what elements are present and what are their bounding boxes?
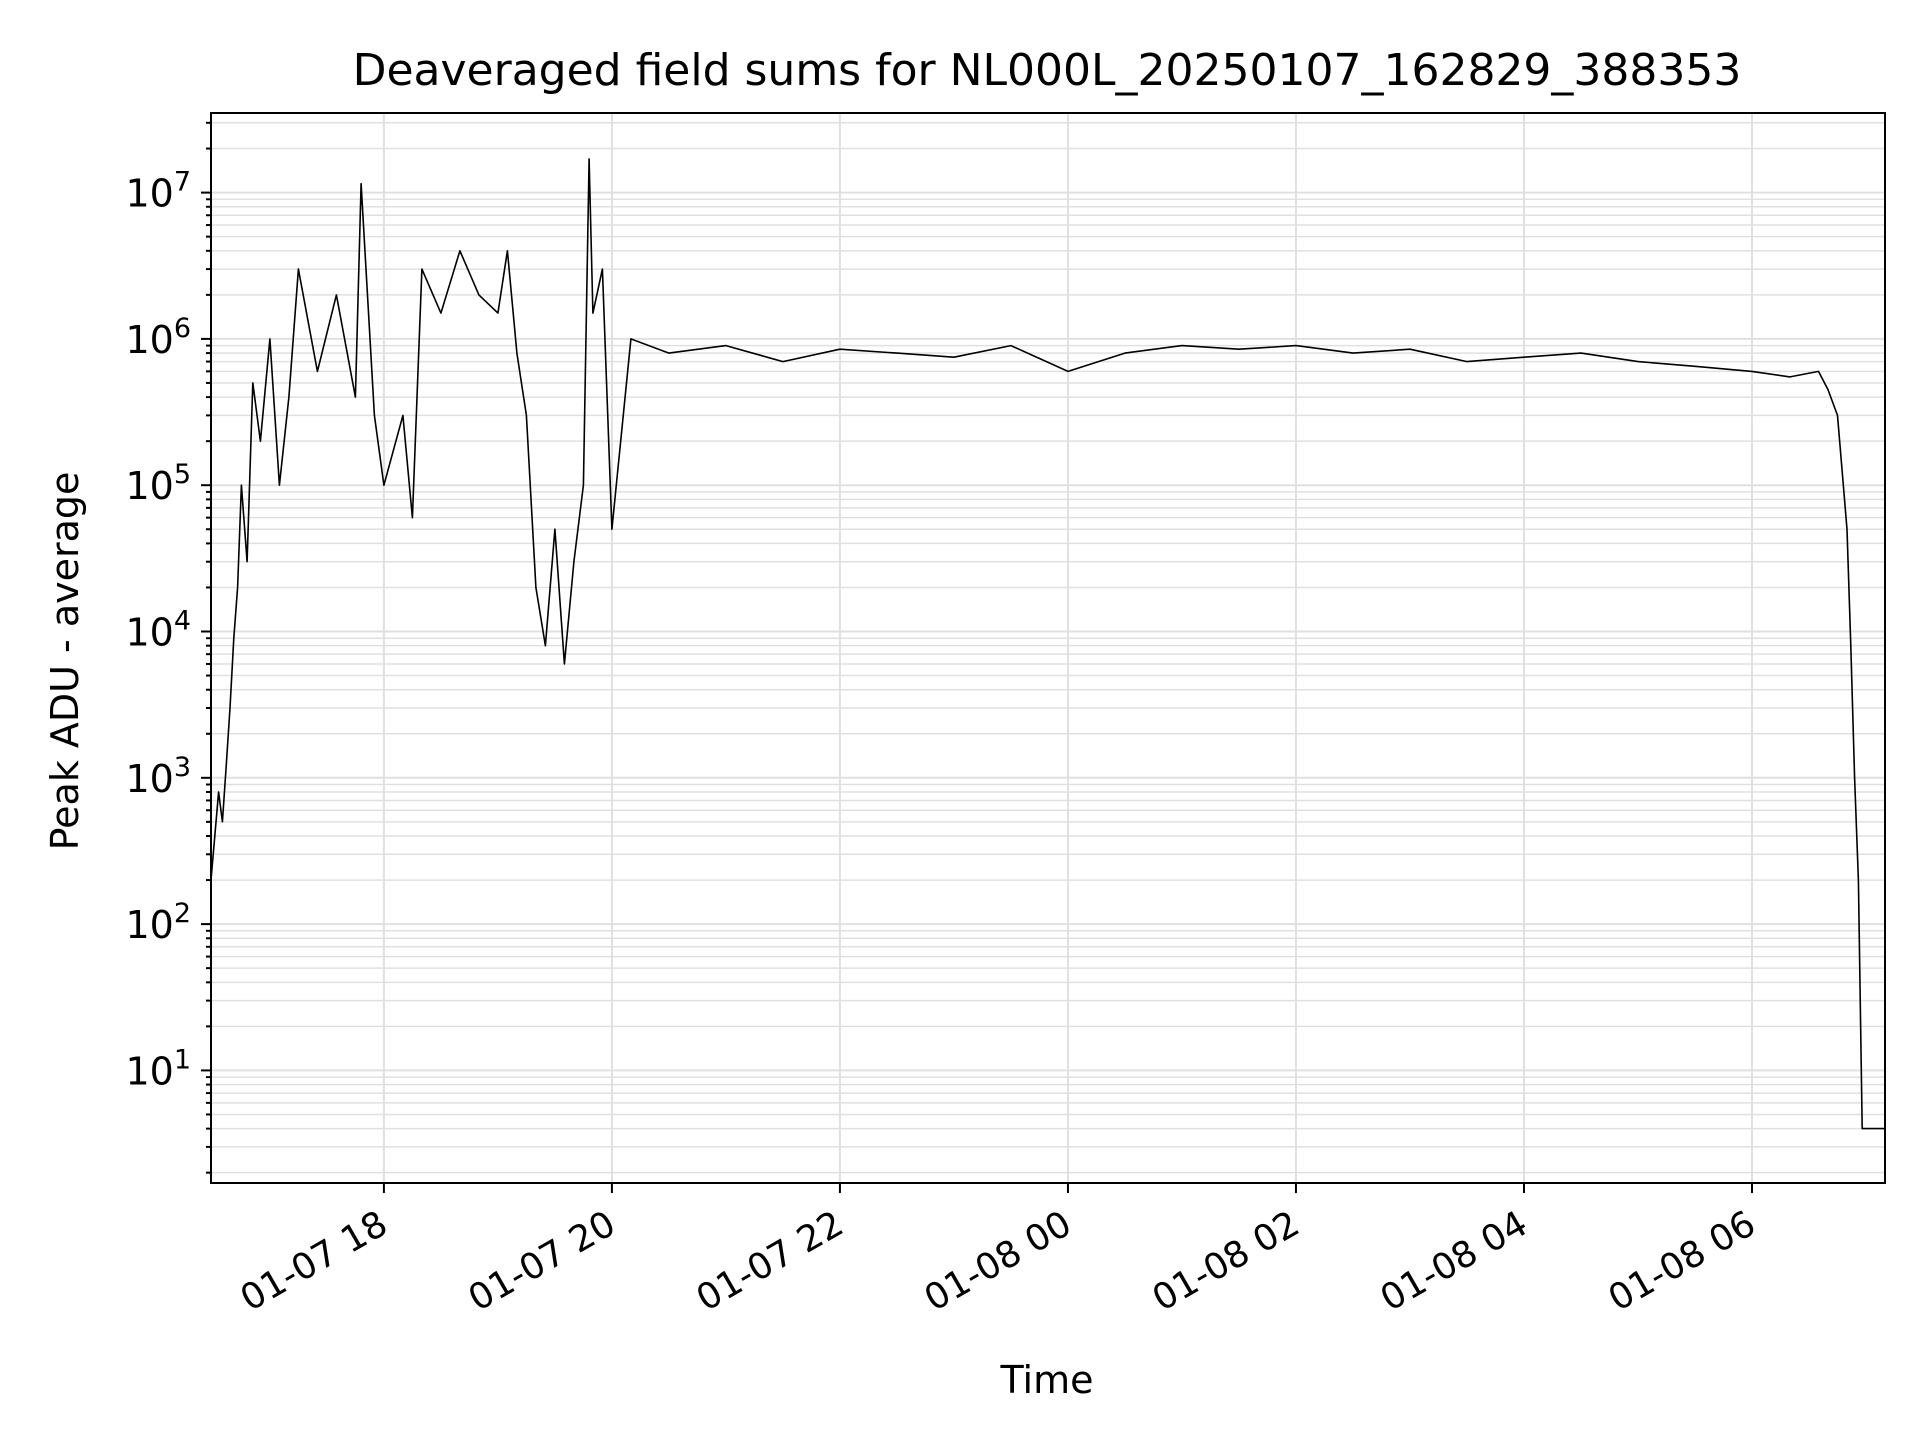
y-tick-label: 103 — [125, 752, 191, 801]
y-tick-label: 102 — [125, 898, 191, 947]
plot-frame — [210, 112, 1886, 1184]
y-tick-label: 101 — [125, 1044, 191, 1093]
series-layer — [210, 158, 1885, 1130]
grid — [211, 113, 1885, 1183]
y-axis: 101 102 103 104 105 106 107 — [125, 121, 211, 1174]
series-line — [210, 158, 1885, 1130]
y-tick-label: 106 — [125, 313, 191, 362]
x-axis-label: Time — [1000, 1358, 1094, 1402]
y-tick-label: 105 — [125, 459, 191, 508]
y-tick-label: 104 — [125, 606, 191, 655]
y-tick-label: 107 — [125, 167, 191, 216]
y-axis-label: Peak ADU - average — [43, 472, 87, 851]
chart-title: Deaveraged field sums for NL000L_2025010… — [353, 45, 1742, 96]
